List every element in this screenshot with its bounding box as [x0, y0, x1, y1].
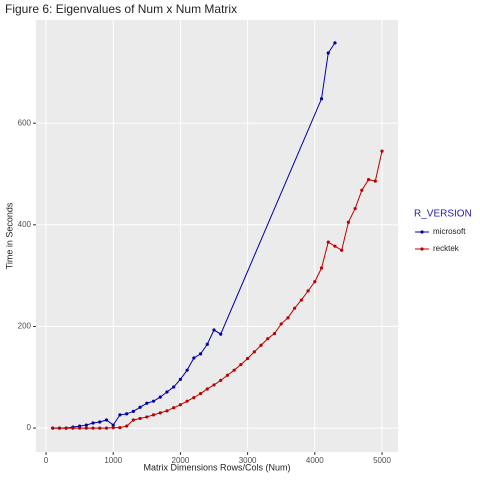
data-point [51, 426, 55, 430]
data-point [165, 390, 169, 394]
data-point [91, 426, 95, 430]
data-point [286, 316, 290, 320]
data-point [178, 403, 183, 407]
x-tick-label: 5000 [373, 456, 391, 465]
data-point [84, 426, 88, 430]
data-point [145, 415, 149, 419]
y-tick-label: 600 [18, 118, 32, 127]
data-point [353, 206, 357, 211]
data-point [111, 426, 115, 430]
data-point [185, 399, 189, 403]
data-point [138, 405, 142, 409]
data-point [346, 220, 351, 224]
legend-swatch-point [420, 230, 424, 234]
y-tick-label: 400 [18, 220, 32, 229]
data-point [91, 421, 95, 425]
data-point [239, 362, 243, 367]
data-point [172, 406, 176, 410]
legend-label: microsoft [433, 227, 466, 236]
x-tick-label: 1000 [104, 456, 122, 465]
data-point [198, 352, 203, 356]
y-tick-label: 0 [27, 423, 32, 432]
data-point [178, 377, 183, 381]
data-point [373, 179, 377, 183]
data-point [131, 418, 135, 422]
data-point [57, 426, 62, 430]
legend-title: R_VERSION [414, 209, 472, 220]
data-point [131, 409, 135, 413]
data-point [104, 426, 109, 430]
data-point [118, 426, 122, 430]
data-point [306, 289, 310, 293]
data-point [125, 412, 129, 416]
data-point [205, 342, 209, 346]
data-point [158, 411, 162, 415]
legend-label: recktek [433, 244, 460, 253]
data-point [78, 426, 82, 430]
data-point [293, 306, 297, 310]
chart-title: Figure 6: Eigenvalues of Num x Num Matri… [5, 2, 237, 16]
data-point [104, 418, 109, 422]
data-point [145, 401, 149, 405]
data-point [333, 244, 337, 248]
data-point [98, 426, 102, 430]
x-axis-label: Matrix Dimensions Rows/Cols (Num) [143, 462, 290, 472]
data-point [165, 409, 169, 413]
x-tick-label: 4000 [306, 456, 324, 465]
data-point [125, 424, 129, 428]
data-point [313, 280, 317, 284]
data-point [266, 337, 270, 341]
data-point [380, 149, 384, 153]
data-point [319, 266, 324, 270]
data-point [185, 368, 189, 372]
x-tick-label: 3000 [239, 456, 257, 465]
data-point [212, 328, 216, 332]
data-point [279, 322, 283, 326]
data-point [272, 331, 277, 336]
data-point [205, 387, 209, 391]
data-point [64, 426, 68, 430]
legend-swatch-point [420, 247, 424, 251]
data-point [326, 240, 330, 244]
data-point [246, 356, 250, 361]
data-point [111, 423, 115, 427]
data-point [225, 373, 230, 377]
data-point [212, 383, 216, 387]
data-point [138, 416, 142, 421]
data-point [219, 378, 223, 382]
data-point [326, 51, 330, 55]
data-point [366, 177, 371, 182]
x-tick-label: 0 [44, 456, 49, 465]
data-point [84, 423, 88, 427]
data-point [151, 413, 156, 417]
data-point [198, 391, 203, 396]
data-point [340, 248, 344, 252]
data-point [219, 332, 223, 336]
data-point [333, 41, 337, 45]
data-point [172, 385, 176, 389]
data-point [158, 395, 162, 399]
data-point [360, 188, 364, 192]
data-point [118, 413, 122, 417]
data-point [151, 399, 156, 403]
data-point [232, 368, 236, 372]
data-point [192, 396, 196, 400]
data-point [98, 420, 102, 424]
plot-background [36, 20, 398, 452]
data-point [319, 97, 324, 101]
data-point [259, 343, 263, 347]
data-point [252, 350, 256, 354]
y-tick-label: 200 [18, 322, 32, 331]
data-point [299, 298, 303, 302]
data-point [71, 426, 75, 430]
x-tick-label: 2000 [172, 456, 190, 465]
data-point [192, 356, 196, 360]
y-axis-label: Time in Seconds [4, 202, 14, 269]
